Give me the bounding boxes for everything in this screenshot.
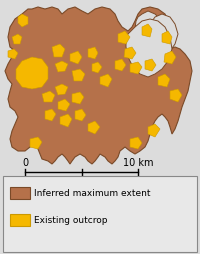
Polygon shape — [126, 20, 172, 78]
Polygon shape — [124, 48, 136, 60]
Polygon shape — [162, 32, 172, 45]
Polygon shape — [60, 115, 72, 128]
Polygon shape — [42, 92, 55, 103]
Polygon shape — [145, 60, 156, 72]
Bar — [10, 214, 30, 226]
Polygon shape — [30, 137, 42, 149]
Polygon shape — [118, 32, 130, 45]
Polygon shape — [88, 48, 98, 60]
Polygon shape — [72, 93, 84, 105]
Polygon shape — [58, 100, 70, 112]
Polygon shape — [148, 15, 178, 55]
Polygon shape — [92, 63, 102, 74]
Polygon shape — [70, 52, 82, 65]
Bar — [3, 176, 197, 252]
Polygon shape — [88, 121, 100, 134]
Polygon shape — [115, 60, 126, 72]
Polygon shape — [72, 70, 85, 82]
Polygon shape — [130, 137, 142, 149]
Polygon shape — [18, 15, 28, 28]
Polygon shape — [142, 25, 152, 38]
Polygon shape — [130, 63, 142, 75]
Polygon shape — [8, 50, 18, 60]
Polygon shape — [170, 90, 182, 103]
Text: 0: 0 — [22, 157, 28, 167]
Polygon shape — [16, 58, 48, 90]
Polygon shape — [12, 35, 22, 45]
Polygon shape — [135, 12, 162, 52]
Bar — [10, 187, 30, 199]
Polygon shape — [148, 124, 160, 137]
Polygon shape — [158, 75, 170, 88]
Text: Existing outcrop: Existing outcrop — [34, 216, 108, 225]
Polygon shape — [164, 52, 176, 65]
Polygon shape — [52, 45, 65, 58]
Polygon shape — [75, 109, 86, 121]
Polygon shape — [5, 8, 192, 164]
Polygon shape — [55, 62, 68, 73]
Text: 10 km: 10 km — [123, 157, 153, 167]
Polygon shape — [100, 75, 112, 88]
Polygon shape — [55, 85, 68, 96]
Polygon shape — [45, 109, 56, 121]
Text: Inferred maximum extent: Inferred maximum extent — [34, 189, 151, 198]
